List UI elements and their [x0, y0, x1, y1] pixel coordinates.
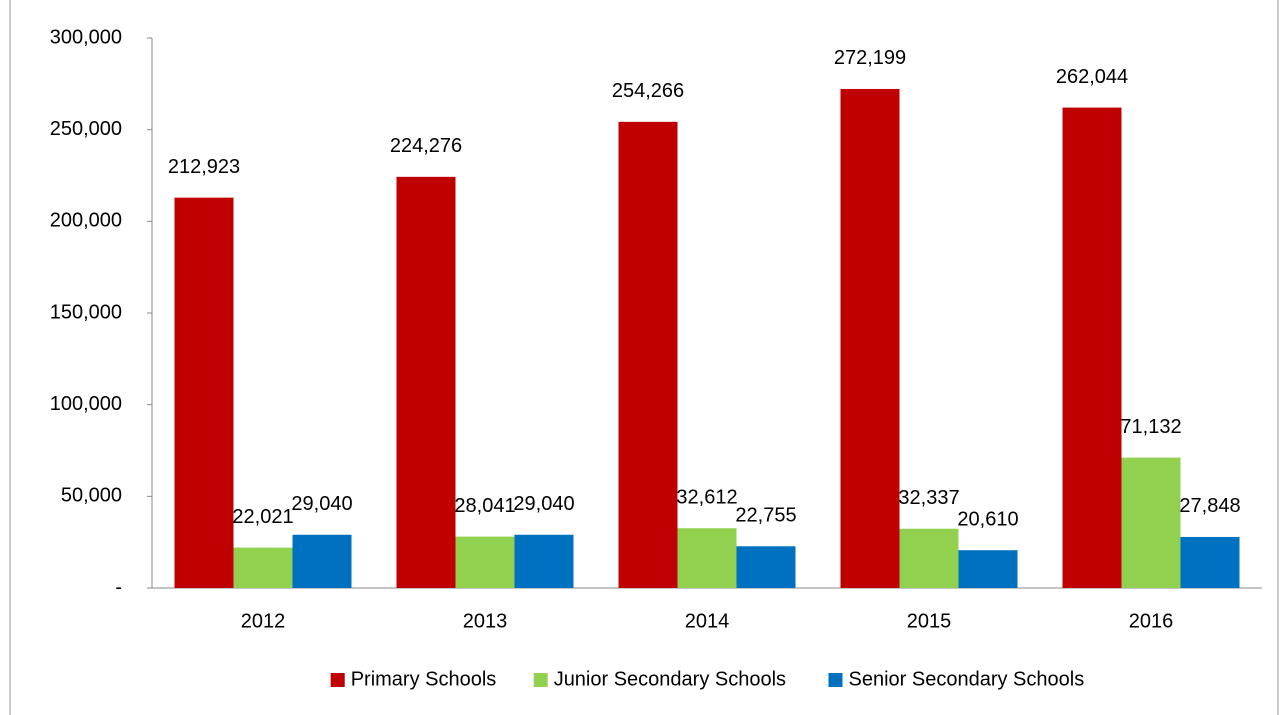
data-label: 29,040 — [291, 493, 352, 515]
data-label: 224,276 — [390, 135, 462, 157]
bar — [174, 197, 234, 588]
bar — [514, 534, 574, 588]
data-label: 27,848 — [1179, 495, 1240, 517]
x-tick-label: 2012 — [241, 610, 286, 632]
bar — [618, 121, 678, 588]
data-label: 272,199 — [834, 47, 906, 69]
legend-swatch — [828, 673, 843, 687]
legend-label: Primary Schools — [351, 668, 497, 690]
data-label: 20,610 — [957, 508, 1018, 530]
legend-swatch — [330, 673, 345, 687]
y-tick-label: - — [115, 576, 122, 598]
bar — [899, 528, 959, 588]
bar — [1180, 536, 1240, 588]
legend-swatch — [533, 673, 548, 687]
data-label: 29,040 — [513, 493, 574, 515]
bar — [1121, 457, 1181, 588]
bar — [292, 534, 352, 588]
x-tick-label: 2014 — [685, 610, 730, 632]
data-label: 32,337 — [898, 487, 959, 509]
bar — [958, 550, 1018, 588]
legend-label: Senior Secondary Schools — [849, 668, 1085, 690]
bar — [840, 88, 900, 588]
data-label: 22,021 — [232, 506, 293, 528]
chart-frame — [9, 0, 1279, 715]
y-tick-label: 150,000 — [50, 301, 122, 323]
data-label: 22,755 — [735, 505, 796, 527]
data-label: 32,612 — [676, 486, 737, 508]
bar — [396, 176, 456, 588]
x-tick-label: 2013 — [463, 610, 508, 632]
bar — [455, 536, 515, 588]
bar — [1062, 107, 1122, 588]
y-tick-label: 300,000 — [50, 26, 122, 48]
legend-label: Junior Secondary Schools — [554, 668, 786, 690]
y-tick-label: 100,000 — [50, 393, 122, 415]
x-tick-label: 2015 — [907, 610, 952, 632]
bar — [736, 546, 796, 588]
x-tick-label: 2016 — [1129, 610, 1174, 632]
y-tick-label: 250,000 — [50, 118, 122, 140]
data-label: 71,132 — [1120, 416, 1181, 438]
data-label: 254,266 — [612, 80, 684, 102]
data-label: 28,041 — [454, 495, 515, 517]
data-label: 262,044 — [1056, 66, 1128, 88]
y-tick-label: 200,000 — [50, 210, 122, 232]
bar — [677, 528, 737, 588]
data-label: 212,923 — [168, 156, 240, 178]
bar — [233, 547, 293, 588]
y-tick-label: 50,000 — [61, 485, 122, 507]
